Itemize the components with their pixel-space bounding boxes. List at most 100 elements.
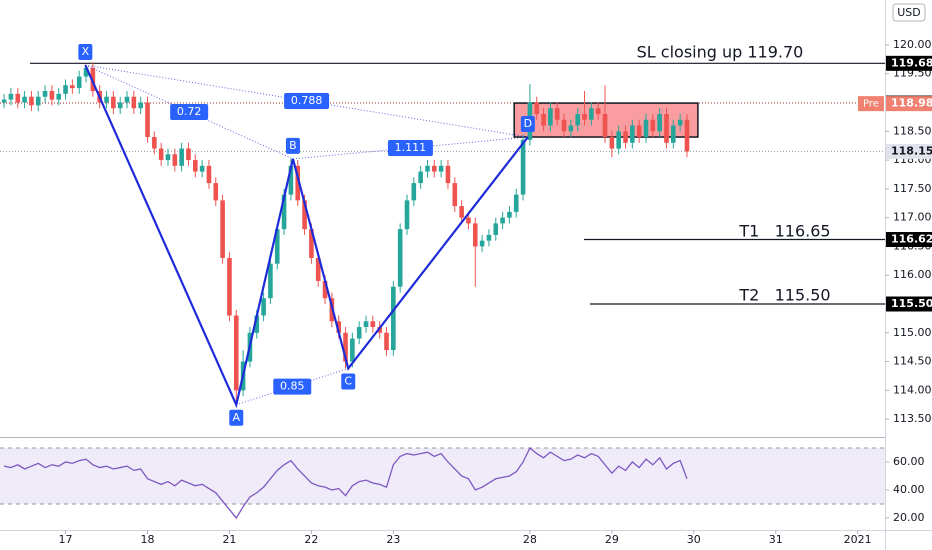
candle-body (404, 200, 410, 230)
candle-body (233, 315, 239, 391)
candle-body (56, 93, 62, 100)
candle-body (377, 327, 382, 333)
candle-body (35, 96, 41, 106)
candle-body (131, 96, 137, 109)
candle-body (152, 137, 157, 149)
x-tick-label: 31 (769, 533, 783, 546)
candle-body (213, 183, 219, 201)
candle-body (322, 280, 328, 299)
y-tick-label: 115.00 (893, 326, 932, 339)
candle-body (623, 131, 628, 143)
annotation: T2 115.50 (738, 286, 830, 305)
candle-body (466, 217, 471, 224)
pattern-line (84, 64, 529, 409)
price-tag (886, 232, 932, 248)
candle-body (548, 108, 553, 126)
rsi-tick-label: 20.00 (893, 511, 925, 524)
candle-body (650, 119, 656, 132)
candle-body (582, 114, 587, 120)
x-tick-label: 21 (222, 533, 236, 546)
price-tag-label: 115.50 (891, 297, 932, 310)
price-tag-label: 118.98 (891, 97, 932, 110)
candle-body (384, 332, 389, 351)
y-tick-label: 113.50 (893, 412, 932, 425)
candle-body (554, 108, 560, 120)
candle-body (486, 234, 492, 241)
y-tick-label: 117.50 (893, 182, 932, 195)
candle-body (452, 183, 458, 207)
candle-body (609, 137, 615, 149)
price-tag-label: 118.15 (891, 144, 932, 157)
x-tick-label: 29 (605, 533, 619, 546)
candle-body (575, 114, 581, 126)
price-tag-label: 116.62 (891, 233, 932, 246)
candle-body (343, 332, 348, 362)
candle-body (49, 90, 55, 100)
y-tick-label: 117.00 (893, 211, 932, 224)
candle-body (493, 223, 499, 235)
candle-body (350, 338, 355, 362)
candle-body (165, 154, 171, 161)
candle-body (302, 200, 307, 230)
x-tick-label: 18 (141, 533, 155, 546)
candle-body (42, 90, 48, 97)
candle-body (432, 165, 437, 172)
candle-body (643, 119, 649, 138)
candle-body (664, 114, 669, 143)
x-tick-label: 2021 (844, 533, 872, 546)
candle-body (206, 165, 212, 184)
point-box (520, 116, 535, 133)
candle-body (513, 194, 519, 212)
candle-body (616, 131, 621, 149)
candle-body (274, 229, 280, 264)
candle-body (83, 67, 89, 77)
candle-body (472, 223, 478, 247)
point-box (341, 373, 356, 390)
candle-body (336, 321, 342, 333)
candle-body (288, 165, 294, 195)
candle-body (254, 315, 260, 333)
y-tick-label: 116.00 (893, 268, 932, 281)
currency: USD (897, 6, 921, 19)
rsi-band (0, 447, 885, 504)
candle-body (70, 85, 75, 89)
candle-body (568, 125, 574, 132)
price-tag (886, 96, 932, 112)
candle-body (8, 93, 14, 100)
x-tick-label: 23 (386, 533, 400, 546)
point-label: D (524, 117, 532, 130)
candle-body (29, 96, 34, 106)
price-tag-label: 119.68 (891, 56, 932, 69)
candle-body (636, 125, 642, 138)
candle-body (589, 108, 594, 120)
x-tick-label: 17 (59, 533, 73, 546)
candle-body (520, 139, 526, 195)
candle-body (500, 217, 505, 224)
y-tick-label: 114.50 (893, 355, 932, 368)
y-tick-label: 114.00 (893, 383, 932, 396)
y-tick-label: 120.00 (893, 38, 932, 51)
y-tick-label: 118.50 (893, 124, 932, 137)
ratio-box (170, 103, 209, 120)
candle-body (445, 165, 451, 184)
candle-body (1, 99, 7, 103)
candle-body (309, 229, 314, 258)
candle-body (281, 194, 287, 230)
currency-box (892, 3, 926, 22)
candle-body (363, 321, 369, 328)
candle-body (391, 286, 396, 351)
candle-body (104, 96, 109, 103)
x-tick-label: 22 (304, 533, 318, 546)
point-label: B (289, 139, 297, 152)
rsi-tick-label: 40.00 (893, 483, 925, 496)
candle-body (261, 298, 266, 316)
ratio-box (284, 93, 330, 110)
candle-body (425, 165, 430, 172)
candle-body (227, 257, 232, 316)
rsi-line (3, 446, 688, 520)
point-box (285, 137, 300, 154)
price-tag (886, 143, 932, 159)
candle-body (76, 76, 82, 89)
candle-body (63, 85, 68, 94)
